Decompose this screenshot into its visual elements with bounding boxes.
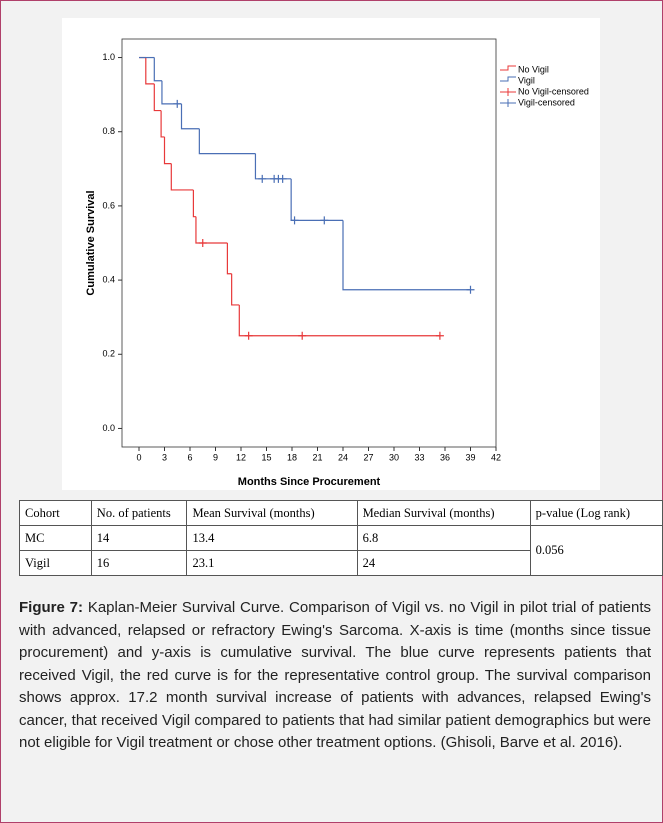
- x-tick-label: 36: [440, 452, 450, 462]
- censor-mark: [435, 331, 444, 340]
- header-cell: No. of patients: [90, 500, 188, 526]
- survival-step: [160, 110, 165, 138]
- survival-step: [198, 128, 256, 155]
- x-tick-label: 30: [389, 452, 399, 462]
- x-tick-label: 39: [465, 452, 475, 462]
- x-tick-label: 24: [338, 452, 348, 462]
- survival-step: [170, 163, 194, 191]
- legend-swatch: [500, 99, 516, 107]
- cell: 23.1: [186, 550, 358, 576]
- survival-step: [153, 83, 162, 112]
- y-axis-label: Cumulative Survival: [85, 190, 97, 295]
- header-cell: Cohort: [19, 500, 92, 526]
- x-tick-label: 18: [287, 452, 297, 462]
- cell: 13.4: [186, 525, 358, 551]
- x-tick-label: 42: [491, 452, 501, 462]
- censor-mark: [466, 285, 475, 294]
- survival-step: [238, 304, 440, 337]
- survival-step: [195, 216, 228, 244]
- legend-label: No Vigil: [518, 64, 549, 74]
- censor-mark: [290, 216, 299, 225]
- cell: 14: [90, 525, 188, 551]
- survival-step: [180, 103, 200, 130]
- header-cell: Median Survival (months): [356, 500, 531, 526]
- x-tick-label: 6: [187, 452, 192, 462]
- header-cell: p-value (Log rank): [529, 500, 663, 526]
- x-tick-label: 27: [363, 452, 373, 462]
- x-tick-label: 12: [236, 452, 246, 462]
- legend-swatch: [500, 65, 516, 71]
- survival-step: [192, 189, 196, 218]
- y-tick-label: 0.4: [102, 274, 115, 284]
- x-tick-label: 15: [261, 452, 271, 462]
- y-tick-label: 0.0: [102, 423, 115, 433]
- y-tick-label: 0.2: [102, 349, 115, 359]
- legend-label: No Vigil-censored: [518, 86, 589, 96]
- cell: 6.8: [356, 525, 531, 551]
- censor-mark: [198, 239, 207, 247]
- y-tick-label: 0.8: [102, 126, 115, 136]
- x-tick-label: 33: [414, 452, 424, 462]
- plot-frame: [121, 38, 497, 448]
- caption-text: Kaplan-Meier Survival Curve. Comparison …: [19, 599, 652, 751]
- legend-swatch: [500, 88, 516, 96]
- cell: Vigil: [19, 550, 92, 576]
- censor-mark: [258, 174, 267, 183]
- summary-table: Cohort No. of patients Mean Survival (mont…: [19, 500, 663, 576]
- survival-step: [145, 57, 155, 85]
- cell: 16: [90, 550, 188, 576]
- x-tick-label: 21: [312, 452, 322, 462]
- header-cell: Mean Survival (months): [186, 500, 358, 526]
- y-tick-label: 0.6: [102, 200, 115, 210]
- legend-swatch: [500, 76, 516, 82]
- survival-step: [153, 57, 162, 82]
- chart: Cumulative Survival Months Since Procure…: [62, 18, 600, 490]
- censor-mark: [320, 216, 329, 225]
- chart-background: [62, 18, 600, 490]
- censor-mark: [244, 331, 253, 340]
- censor-mark: [173, 99, 182, 108]
- x-axis-label: Months Since Procurement: [238, 476, 381, 488]
- cell: 0.056: [529, 525, 663, 576]
- caption: Figure 7: Kaplan-Meier Survival Curve. C…: [19, 597, 651, 755]
- y-tick-label: 1.0: [102, 52, 115, 62]
- survival-step: [163, 136, 172, 165]
- caption-label: Figure 7:: [19, 599, 83, 616]
- legend-label: Vigil-censored: [518, 97, 575, 107]
- cell: MC: [19, 525, 92, 551]
- x-tick-label: 9: [213, 452, 218, 462]
- x-tick-label: 3: [162, 452, 167, 462]
- legend-label: Vigil: [518, 75, 535, 85]
- censor-mark: [298, 331, 307, 340]
- survival-step: [231, 273, 240, 306]
- censor-mark: [278, 174, 287, 183]
- survival-step: [226, 243, 232, 275]
- survival-step: [342, 220, 471, 291]
- cell: 24: [356, 550, 531, 576]
- x-tick-label: 0: [136, 452, 141, 462]
